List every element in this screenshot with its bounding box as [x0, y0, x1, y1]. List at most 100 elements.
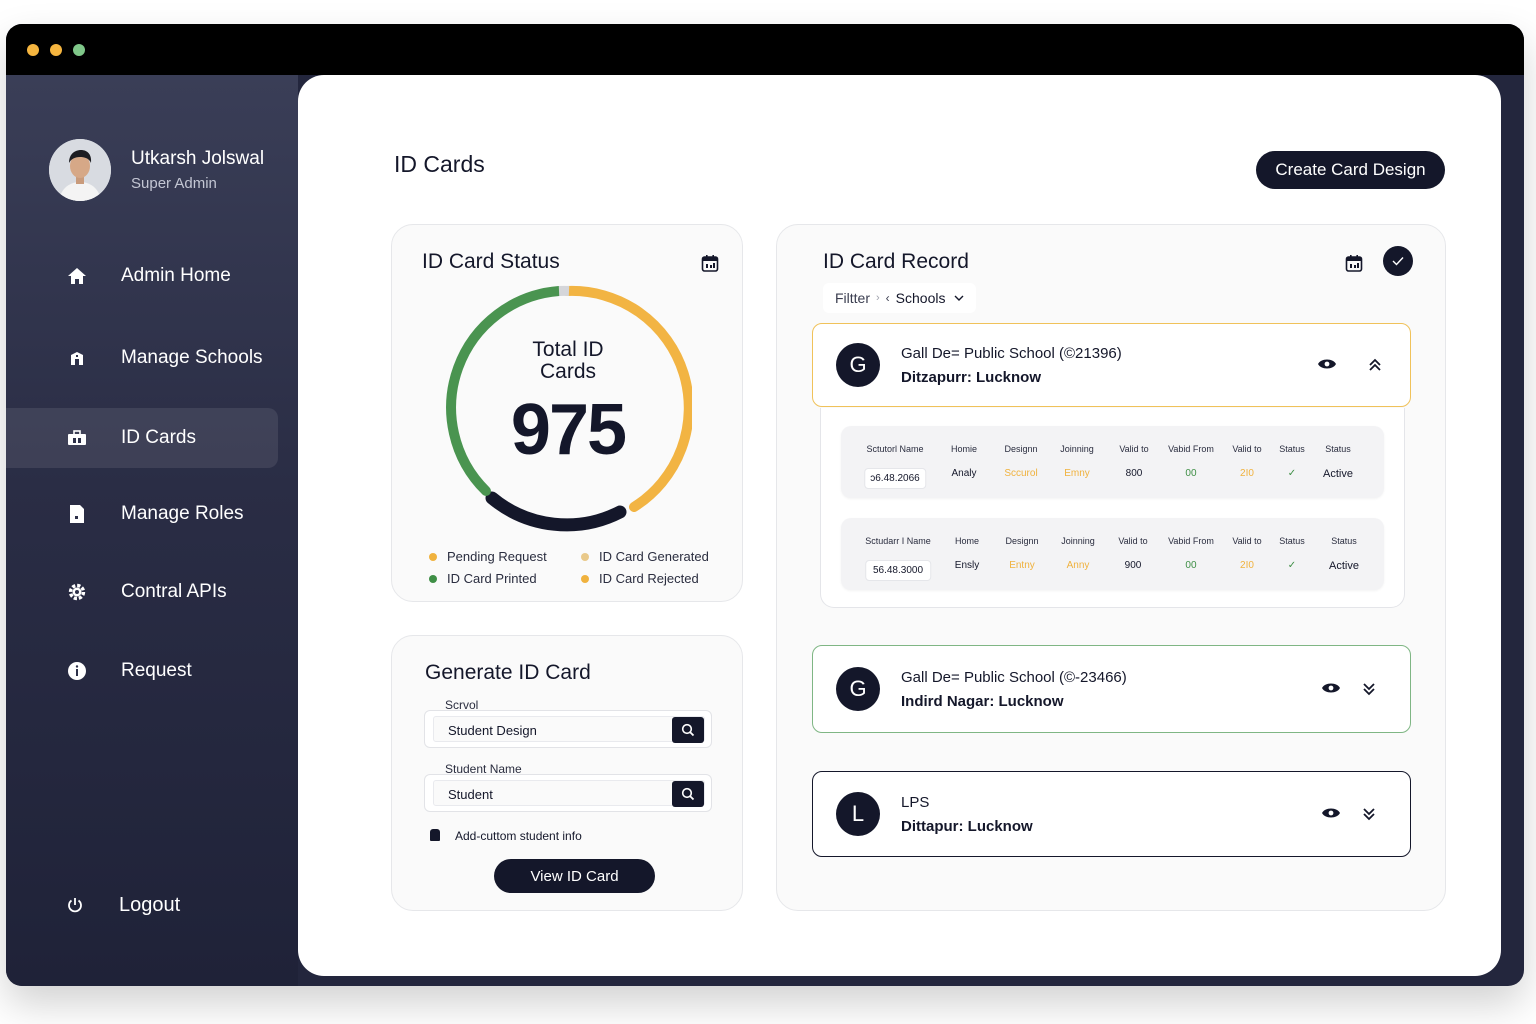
window-dot-maximize[interactable]	[73, 44, 85, 56]
user-name: Utkarsh Jolswal	[131, 148, 265, 169]
center-label-line2: Cards	[539, 360, 597, 383]
eye-icon[interactable]	[1321, 681, 1341, 695]
school-field: Student Design	[424, 710, 712, 748]
col-header: Vabid From	[1168, 444, 1214, 454]
school-record-item[interactable]: L LPS Dittapur: Lucknow	[812, 771, 1411, 857]
col-header: Valid to	[1232, 536, 1262, 546]
app-window: Utkarsh Jolswal Super Admin Admin Home M…	[6, 24, 1524, 986]
calendar-icon[interactable]	[1345, 254, 1363, 277]
col-header: Vabid From	[1168, 536, 1214, 546]
custom-info-label: Add-cuttom student info	[455, 829, 582, 843]
sidebar-item-contral-apis[interactable]: Contral APIs	[6, 562, 278, 622]
sidebar-item-request[interactable]: Request	[6, 641, 278, 701]
sidebar-item-manage-schools[interactable]: Manage Schools	[6, 328, 278, 388]
user-avatar-icon	[49, 139, 111, 201]
filter-value: Schools	[895, 290, 946, 306]
chevron-down-icon	[954, 295, 964, 301]
school-search-button[interactable]	[672, 717, 704, 743]
id-card-status-card: ID Card Status Total ID Cards 975 Pendin…	[391, 224, 743, 602]
donut-segment-navy	[485, 491, 627, 532]
school-name: Gall De= Public School (©21396)	[901, 345, 1122, 362]
sidebar-item-label: Admin Home	[121, 265, 231, 286]
window-dot-close[interactable]	[27, 44, 39, 56]
avatar[interactable]	[49, 139, 111, 201]
status-donut-chart	[446, 285, 692, 532]
center-label-line1: Total ID	[532, 338, 604, 361]
cell-value: Analy	[951, 468, 977, 479]
chevron-double-down-icon[interactable]	[1362, 807, 1376, 821]
col-header: Joinning	[1061, 536, 1095, 546]
col-header: Sctutorl Name	[866, 444, 924, 454]
view-id-card-button[interactable]: View ID Card	[494, 859, 655, 893]
breadcrumb-separator-icon: ›	[876, 292, 880, 304]
sidebar-item-label: ID Cards	[121, 427, 196, 448]
page-title: ID Cards	[394, 151, 485, 177]
school-record-item[interactable]: G Gall De= Public School (©21396) Ditzap…	[812, 323, 1411, 407]
legend-id-card-rejected: ID Card Rejected	[581, 571, 699, 586]
status-badge: Active	[1329, 560, 1359, 572]
window-dot-minimize[interactable]	[50, 44, 62, 56]
student-search-button[interactable]	[672, 781, 704, 807]
col-header: Status	[1279, 536, 1305, 546]
check-circle-icon[interactable]	[1383, 246, 1413, 276]
table-row[interactable]: Sctutorl Name ɔ6.48.2066 Homie Analy Desig…	[841, 426, 1384, 498]
title-bar	[6, 24, 1524, 75]
school-location: Indird Nagar: Lucknow	[901, 693, 1064, 710]
logout-button[interactable]: Logout	[6, 875, 278, 935]
chevron-double-up-icon[interactable]	[1368, 358, 1382, 372]
user-role: Super Admin	[131, 175, 217, 192]
col-header: Home	[954, 536, 980, 546]
eye-icon[interactable]	[1321, 806, 1341, 820]
sidebar-item-manage-roles[interactable]: Manage Roles	[6, 484, 278, 544]
school-input[interactable]: Student Design	[433, 716, 705, 743]
sidebar-item-admin-home[interactable]: Admin Home	[6, 246, 278, 306]
table-row[interactable]: Sctudarr I Name 56.48.3000 Home Ensly Desi…	[841, 518, 1384, 590]
custom-info-checkbox[interactable]	[430, 829, 440, 841]
legend-dot	[429, 552, 437, 561]
student-name-input[interactable]: Student	[433, 780, 705, 807]
col-header: Valid to	[1118, 536, 1148, 546]
school-location: Ditzapurr: Lucknow	[901, 369, 1042, 386]
col-header: Designn	[1004, 444, 1038, 454]
school-field-label: Scrvol	[445, 698, 479, 712]
legend-label: ID Card Rejected	[599, 571, 699, 586]
filter-label: Filtter	[835, 290, 870, 306]
donut-center-label: Total ID Cards	[392, 339, 744, 383]
col-header: Valid to	[1119, 444, 1149, 454]
legend-pending-request: Pending Request	[429, 549, 547, 564]
chevron-double-down-icon[interactable]	[1362, 682, 1376, 696]
school-avatar: L	[836, 792, 880, 836]
col-header: Joinning	[1060, 444, 1094, 454]
create-card-design-button[interactable]: Create Card Design	[1256, 151, 1445, 189]
eye-icon[interactable]	[1317, 357, 1337, 371]
legend-label: Pending Request	[447, 549, 547, 564]
legend-id-card-generated: ID Card Generated	[581, 549, 709, 564]
col-header: Status	[1331, 536, 1357, 546]
col-header: Valid to	[1232, 444, 1262, 454]
calendar-icon[interactable]	[701, 254, 719, 277]
cell-value: 00	[1185, 560, 1197, 571]
school-location: Dittapur: Lucknow	[901, 818, 1033, 835]
school-record-item[interactable]: G Gall De= Public School (©-23466) Indir…	[812, 645, 1411, 733]
document-icon	[66, 503, 88, 525]
cell-value: 800	[1125, 468, 1143, 479]
col-header: Status	[1279, 444, 1305, 454]
cell-value: Ensly	[954, 560, 980, 571]
donut-segment-yellow	[562, 285, 692, 512]
student-name-field: Student	[424, 774, 712, 812]
logout-label: Logout	[119, 893, 181, 916]
sidebar-item-label: Contral APIs	[121, 581, 227, 602]
school-avatar: G	[836, 667, 880, 711]
generate-card-title: Generate ID Card	[425, 661, 591, 684]
filter-dropdown[interactable]: Filtter › ‹ Schools	[823, 283, 977, 313]
chevron-left-icon: ‹	[885, 291, 890, 305]
generate-id-card-card: Generate ID Card Scrvol Student Design S…	[391, 635, 743, 911]
legend-id-card-printed: ID Card Printed	[429, 571, 537, 586]
cell-value: ɔ6.48.2066	[864, 468, 926, 489]
school-icon	[66, 347, 88, 369]
id-card-record-card: ID Card Record Filtter › ‹ Schools Sctut…	[776, 224, 1446, 911]
legend-dot	[581, 574, 589, 583]
main-content: ID Cards Create Card Design ID Card Stat…	[298, 75, 1501, 976]
power-icon	[64, 894, 86, 916]
sidebar-item-id-cards[interactable]: ID Cards	[6, 408, 278, 468]
